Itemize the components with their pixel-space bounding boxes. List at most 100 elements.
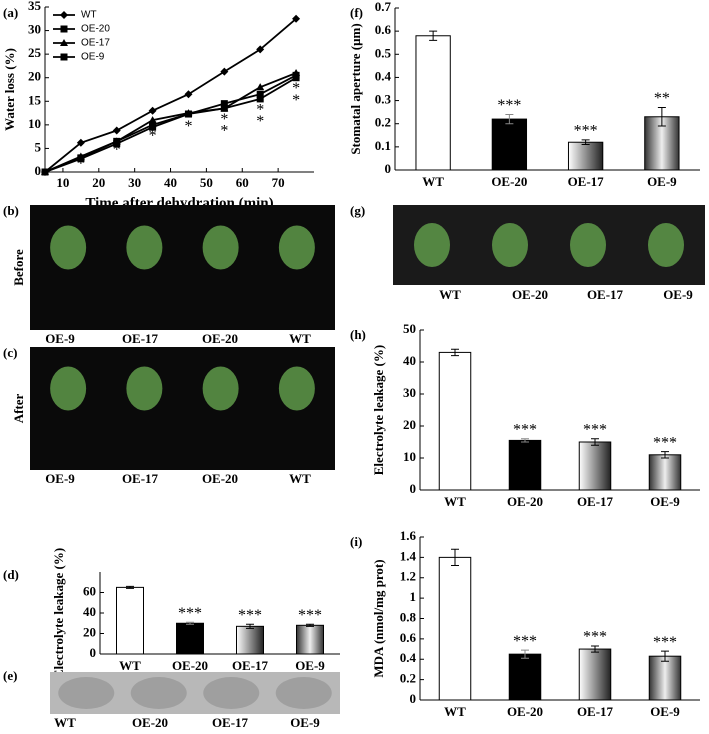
y-tick-label: 0.3 [375,92,392,107]
error-bar [451,348,459,357]
significance: *** [298,607,322,624]
x-tick-label: WT [444,704,466,719]
y-tick-label: 0.1 [375,138,391,153]
y-tick-label: 1.2 [400,569,416,584]
marker [60,11,68,19]
y-tick-label: 0 [410,691,417,706]
marker [220,104,228,112]
x-tick-label: 70 [272,175,285,190]
error-bar [451,548,459,567]
bar [116,586,144,655]
specimen [126,366,163,411]
specimen [50,366,87,411]
x-tick-label: OE-17 [577,704,614,719]
y-tick-label: 35 [28,0,42,13]
panel-label: (c) [3,345,17,360]
photo-label: WT [54,715,76,730]
y-tick-label: 60 [83,583,96,598]
error-bar [661,451,669,459]
y-tick-label: 10 [403,449,416,464]
photo-label: OE-9 [663,287,693,302]
specimen [414,223,450,267]
panel-label: (g) [350,203,365,218]
x-tick-label: OE-20 [491,174,527,189]
series-line [44,74,297,173]
error-bar [126,585,134,589]
y-tick-label: 20 [28,69,41,84]
marker [148,116,157,124]
y-tick-label: 0.8 [400,609,417,624]
y-axis-label: Electrolyte leakage (%) [371,345,386,475]
side-label: After [11,393,26,423]
specimen [492,223,528,267]
panel-label: (i) [350,534,362,549]
marker [149,123,157,131]
y-tick-label: 0.2 [400,671,416,686]
annotation: * [113,141,121,158]
marker [292,74,300,82]
x-tick-label: OE-9 [295,658,325,673]
significance: *** [653,434,677,451]
error-bar [591,438,599,446]
x-tick-label: OE-17 [232,658,269,673]
y-tick-label: 40 [83,604,96,619]
x-tick-label: OE-20 [507,704,543,719]
specimen [275,677,332,709]
bar [438,351,472,491]
photo-label: OE-17 [212,715,249,730]
bar [491,118,528,171]
marker [256,45,265,54]
specimen [202,366,239,411]
panel-label: (f) [350,5,363,20]
specimen [126,225,163,270]
legend-label: OE-20 [81,24,110,35]
photo-label: OE-17 [587,287,624,302]
significance: *** [574,123,598,140]
panel-label: (a) [3,5,18,20]
significance: *** [497,97,521,114]
photo [30,347,335,470]
series-line [44,76,297,173]
specimen [570,223,606,267]
y-tick-label: 0.2 [375,115,391,130]
marker [220,67,229,76]
photo-label: OE-20 [202,471,238,486]
bar [578,648,612,701]
y-tick-label: 0 [35,163,42,178]
error-bar [306,623,314,627]
y-tick-label: 20 [403,417,416,432]
significance: *** [513,421,537,438]
y-tick-label: 0.7 [375,0,392,14]
error-bar [186,621,194,625]
x-tick-label: WT [444,494,466,509]
annotation: * [292,80,300,97]
x-tick-label: OE-20 [172,658,208,673]
error-bar [591,645,599,653]
photo-label: WT [289,471,311,486]
annotation: * [256,101,264,118]
y-axis-label: Stomatal aperture (μm) [348,23,363,154]
photo-label: OE-20 [202,331,238,346]
y-tick-label: 1.6 [400,528,417,543]
x-tick-label: WT [422,174,444,189]
y-tick-label: 0.4 [400,650,417,665]
y-tick-label: 0.4 [375,68,392,83]
error-bar [505,113,514,125]
significance: *** [583,421,607,438]
annotation: * [184,118,192,135]
significance: *** [178,605,202,622]
y-tick-label: 30 [403,385,416,400]
marker [184,90,193,99]
annotation: * [292,92,300,109]
specimen [278,366,315,411]
bar [438,556,472,701]
panel-label: (e) [3,668,17,683]
legend-label: OE-9 [81,52,105,63]
marker [112,126,121,135]
significance: ** [654,90,670,107]
photo-label: OE-20 [132,715,168,730]
bar [648,454,682,491]
y-tick-label: 0.6 [400,630,417,645]
specimen [203,677,260,709]
